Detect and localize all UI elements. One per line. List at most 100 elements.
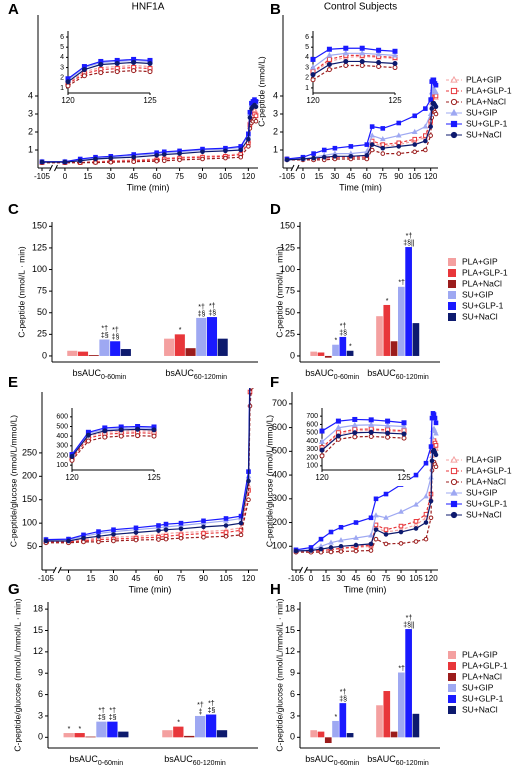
marker	[223, 155, 228, 161]
inset-segment	[117, 70, 134, 73]
inset-segment	[71, 440, 89, 461]
marker	[369, 142, 375, 147]
significance-label: ‡§	[208, 310, 216, 317]
inset-segment	[100, 62, 118, 66]
y-tick-label: 125	[280, 242, 295, 252]
marker	[368, 429, 374, 435]
y-axis-label: C-peptide/glucose (nmol/L/mmol/L · min)	[12, 598, 22, 751]
legend-label: SU+NaCl	[466, 129, 502, 139]
marker	[376, 59, 382, 65]
inset-segment	[321, 433, 339, 450]
inset-segment	[371, 428, 388, 431]
inset-y-tick-label: 1	[60, 85, 64, 92]
x-category-label: bsAUC0-60min	[69, 754, 123, 766]
marker	[364, 156, 370, 162]
legend-marker	[450, 98, 458, 106]
bar	[332, 720, 339, 738]
marker	[248, 380, 252, 384]
inset-segment	[345, 55, 363, 58]
marker	[98, 70, 104, 76]
significance-label: *	[79, 726, 82, 733]
significance-label: ‡§||	[403, 622, 415, 629]
axis-break	[299, 566, 303, 574]
legend-swatch	[448, 673, 456, 681]
inset-y-tick-label: 4	[60, 54, 64, 61]
significance-label: *†	[398, 665, 405, 672]
inset-segment	[67, 75, 85, 87]
x-tick-label: 15	[83, 172, 92, 181]
marker	[352, 434, 358, 440]
inset-segment	[133, 66, 151, 70]
panel-label: E	[8, 374, 18, 391]
inset-segment	[321, 420, 339, 432]
marker	[384, 422, 391, 428]
marker	[385, 434, 391, 440]
inset-segment	[84, 66, 101, 73]
marker	[253, 355, 257, 359]
marker	[93, 156, 98, 162]
marker	[411, 128, 418, 134]
category-subscript: 60-120min	[396, 760, 429, 767]
marker	[111, 538, 116, 544]
inset-segment	[133, 59, 151, 63]
y-tick-label: 0	[290, 350, 295, 360]
marker	[433, 420, 439, 426]
inset-y-tick-label: 700	[306, 413, 318, 420]
y-tick-label: 4	[28, 90, 33, 100]
marker	[383, 541, 389, 547]
marker	[111, 527, 116, 533]
marker	[428, 133, 433, 138]
inset-y-tick-label: 100	[56, 462, 68, 469]
significance-label: ‡§	[339, 696, 347, 703]
inset-segment	[371, 429, 388, 432]
y-axis-label: C-peptide (nmol/L · min)	[274, 246, 284, 337]
marker	[135, 426, 141, 432]
marker	[380, 145, 386, 151]
marker	[238, 527, 244, 533]
bar	[398, 672, 405, 738]
x-tick-label: 75	[382, 574, 391, 583]
marker	[246, 144, 251, 149]
panel-label: D	[270, 201, 281, 218]
y-tick-label: 200	[22, 471, 37, 481]
inset-x-tick-label: 125	[397, 473, 411, 482]
y-tick-label: 100	[272, 541, 287, 551]
x-tick-label: 120	[424, 574, 438, 583]
bar	[405, 247, 412, 356]
x-tick-label: 45	[132, 574, 141, 583]
marker	[223, 523, 229, 528]
marker	[201, 531, 206, 536]
marker	[309, 64, 317, 70]
y-tick-label: 3	[290, 710, 295, 720]
bar	[118, 731, 129, 738]
bar	[205, 714, 217, 738]
marker	[423, 147, 428, 153]
y-tick-label: 15	[285, 625, 295, 635]
marker	[284, 157, 290, 163]
marker	[353, 520, 359, 525]
marker	[81, 67, 87, 73]
x-tick-label: 105	[408, 172, 422, 181]
marker	[65, 79, 71, 85]
marker	[373, 522, 379, 528]
y-tick-label: 12	[285, 646, 295, 656]
x-tick-label: 30	[109, 574, 118, 583]
inset-x-tick-label: 120	[61, 96, 75, 105]
y-tick-label: 6	[38, 689, 43, 699]
marker	[201, 524, 206, 530]
bar	[376, 705, 383, 738]
marker	[412, 113, 418, 119]
x-tick-label: 60	[152, 172, 161, 181]
significance-label: *	[177, 719, 180, 726]
inset-segment	[378, 53, 396, 56]
marker	[369, 132, 375, 138]
category-subscript: 60-120min	[396, 374, 429, 381]
marker	[201, 534, 206, 540]
category-name: bsAUC	[305, 368, 334, 378]
legend-marker	[450, 478, 458, 486]
significance-label: *†	[340, 689, 347, 696]
marker	[93, 160, 98, 165]
inset-segment	[378, 65, 396, 69]
inset-y-tick-label: 600	[56, 414, 68, 421]
marker	[251, 336, 255, 340]
